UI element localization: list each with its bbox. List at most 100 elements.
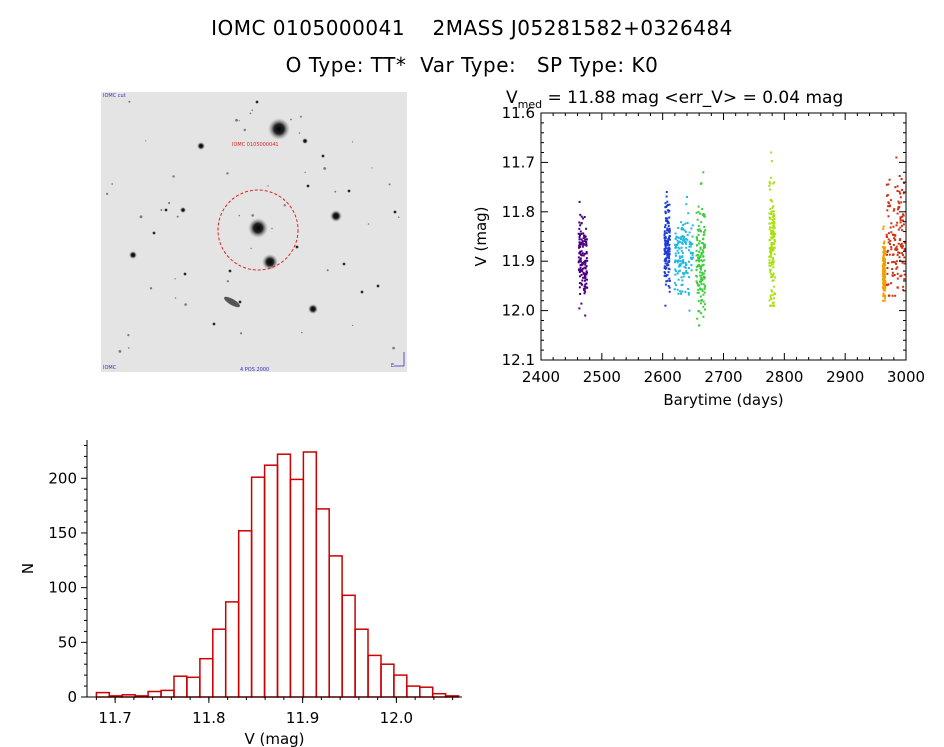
data-point [680, 249, 683, 252]
data-point [701, 299, 703, 302]
data-point [680, 238, 682, 241]
data-point [679, 264, 682, 267]
faint-star-icon [238, 214, 241, 217]
data-point [899, 226, 902, 229]
data-point [664, 251, 667, 254]
data-point [681, 256, 684, 258]
data-point [577, 261, 580, 264]
data-point [883, 258, 886, 261]
light-curve-frame [540, 112, 907, 361]
data-point [685, 203, 688, 206]
data-point [894, 247, 897, 250]
data-point [701, 273, 704, 276]
histogram-bar [406, 685, 421, 698]
data-point [675, 259, 678, 262]
faint-star-icon [243, 128, 246, 132]
histogram-bar [302, 451, 318, 698]
data-point [885, 235, 888, 238]
data-point [901, 254, 904, 256]
data-point [675, 236, 678, 239]
data-point [668, 247, 671, 250]
data-point [667, 267, 670, 270]
data-point [903, 182, 905, 184]
histogram-bar [393, 674, 408, 698]
data-point [901, 252, 904, 255]
data-point [681, 290, 684, 293]
data-point [881, 273, 884, 276]
star-icon [183, 272, 187, 276]
data-point [680, 246, 683, 249]
data-point [883, 268, 886, 271]
data-point [696, 237, 698, 240]
data-point [578, 269, 581, 272]
histogram-x-label: V (mag) [244, 730, 304, 747]
data-point [667, 271, 670, 274]
data-point [893, 208, 896, 211]
data-point [668, 286, 671, 289]
data-point [699, 288, 702, 291]
y-tick-label: 11.8 [502, 203, 535, 221]
data-point [697, 224, 700, 227]
data-point [697, 289, 700, 291]
data-point [579, 275, 581, 278]
faint-star-icon [235, 118, 238, 122]
data-point [674, 282, 676, 285]
x-tick-label: 11.9 [286, 709, 319, 727]
data-point [895, 249, 898, 251]
data-point [773, 235, 775, 238]
data-point [585, 238, 588, 241]
data-point [699, 271, 702, 274]
data-point [769, 294, 772, 297]
histogram-bar [328, 555, 343, 698]
data-point [771, 261, 773, 264]
data-point [769, 182, 772, 185]
data-point [771, 259, 774, 262]
data-point [579, 293, 582, 295]
data-point [688, 240, 691, 243]
data-point [695, 265, 698, 268]
data-point [584, 290, 587, 293]
data-point [897, 251, 900, 254]
faint-star-icon [226, 172, 229, 175]
data-point [688, 260, 690, 263]
data-point [769, 264, 772, 267]
data-point [676, 261, 679, 264]
data-point [686, 222, 689, 224]
data-point [668, 260, 670, 263]
data-point [701, 260, 704, 263]
data-point [701, 213, 704, 216]
x-tick-label: 3000 [887, 368, 925, 386]
data-point [665, 239, 668, 242]
data-point [882, 225, 885, 228]
data-point [882, 268, 885, 271]
faint-star-icon [128, 100, 131, 103]
data-point [896, 185, 899, 188]
data-point [898, 205, 901, 208]
data-point [769, 226, 772, 229]
data-point [665, 258, 667, 261]
histogram-bar [354, 628, 369, 698]
faint-star-icon [160, 209, 163, 211]
data-point [772, 248, 775, 251]
data-point [886, 253, 888, 256]
data-point [883, 271, 886, 274]
y-tick-label: 100 [48, 579, 77, 597]
data-point [682, 259, 685, 262]
data-point [664, 241, 667, 244]
light-curve-axes: 2400 2500 2600 2700 2800 2900 3000 11.6 11.7 11.8… [502, 104, 926, 386]
data-point [772, 221, 775, 224]
data-point [770, 231, 773, 234]
data-point [668, 235, 671, 238]
faint-star-icon [351, 141, 354, 143]
data-point [891, 271, 894, 274]
data-point [679, 260, 682, 263]
data-point [883, 246, 886, 249]
faint-star-icon [106, 192, 109, 195]
data-point [700, 268, 702, 271]
data-point [768, 264, 771, 267]
histogram-axes: 11.7 11.8 11.9 12.0 0 50 100 150 200 [48, 440, 462, 727]
faint-star-icon [174, 278, 176, 280]
data-point [772, 260, 775, 263]
data-point [663, 274, 666, 277]
